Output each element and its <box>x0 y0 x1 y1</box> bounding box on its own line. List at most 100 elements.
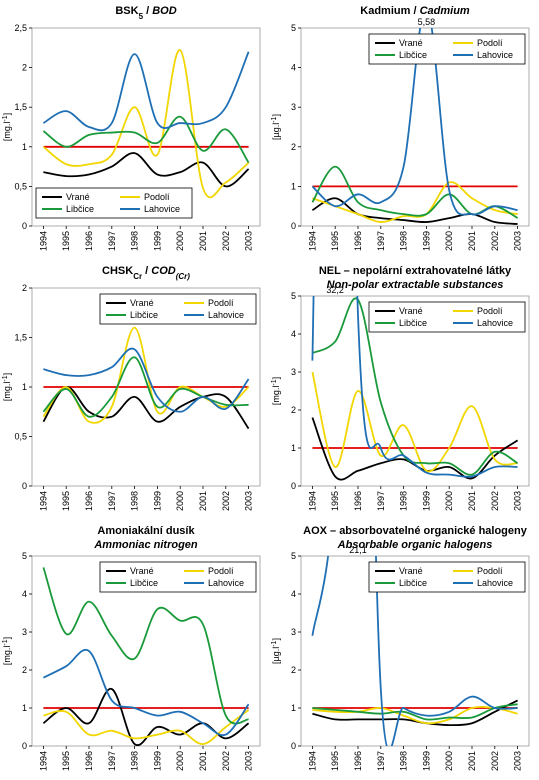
chart-title: CHSKCr / COD(Cr) <box>102 265 190 281</box>
chart-title: BSK5 / BOD <box>115 5 176 21</box>
x-tick-label: 1995 <box>330 231 340 251</box>
series-line <box>42 51 250 132</box>
y-tick-label: 0 <box>291 481 296 491</box>
y-tick-label: 2 <box>291 142 296 152</box>
y-tick-label: 0,5 <box>14 181 27 191</box>
x-tick-label: 2000 <box>444 491 454 511</box>
legend-label: Libčice <box>399 50 427 60</box>
y-axis-label: [µg.l-1] <box>271 114 282 140</box>
legend-box <box>35 187 193 219</box>
x-tick-label: 2002 <box>490 231 500 251</box>
y-tick-label: 1 <box>291 443 296 453</box>
series-line <box>311 371 518 473</box>
y-tick-label: 3 <box>22 627 27 637</box>
text-span: / <box>143 5 152 17</box>
y-tick-label: 1,5 <box>14 333 27 343</box>
text-span: -1 <box>2 639 9 645</box>
chart-title: Amoniakální dusík <box>97 525 195 537</box>
x-tick-label: 1994 <box>38 491 48 511</box>
x-tick-label: 1998 <box>130 231 140 251</box>
legend-label: Vrané <box>399 306 423 316</box>
series-line <box>311 297 519 476</box>
x-tick-label: 2000 <box>175 231 185 251</box>
x-tick-label: 1999 <box>152 751 162 771</box>
x-tick-label: 2003 <box>513 231 523 251</box>
x-tick-label: 1998 <box>399 231 409 251</box>
x-tick-label: 1999 <box>152 231 162 251</box>
y-tick-label: 2,5 <box>14 23 27 33</box>
x-tick-label: 2003 <box>244 231 254 251</box>
y-tick-label: 1 <box>22 382 27 392</box>
legend-label: Lahovice <box>477 578 513 588</box>
chart-title: Kadmium / Cadmium <box>360 5 470 17</box>
y-tick-label: 3 <box>291 627 296 637</box>
text-span: -1 <box>2 375 9 381</box>
legend-label: Libčice <box>399 318 427 328</box>
text-span: [µg.l <box>271 647 281 664</box>
text-span: Cr <box>133 272 142 281</box>
series-line <box>43 152 250 188</box>
text-span: / <box>142 265 151 277</box>
x-tick-label: 1994 <box>38 231 48 251</box>
x-tick-label: 1996 <box>353 231 363 251</box>
text-span: -1 <box>271 640 278 646</box>
y-tick-label: 5 <box>291 291 296 301</box>
series-line <box>42 648 250 737</box>
legend-label: Lahovice <box>208 310 244 320</box>
y-tick-label: 2 <box>291 665 296 675</box>
text-span: -1 <box>2 115 9 121</box>
x-tick-label: 1996 <box>84 491 94 511</box>
y-tick-label: 3 <box>291 367 296 377</box>
x-tick-label: 1997 <box>376 491 386 511</box>
text-span: [mg.l <box>2 382 12 402</box>
legend-label: Vrané <box>130 566 154 576</box>
series-line <box>311 28 518 216</box>
x-tick-label: 1995 <box>61 231 71 251</box>
x-tick-label: 2000 <box>444 231 454 251</box>
series-line <box>311 556 518 746</box>
text-span: BSK <box>115 5 138 17</box>
x-tick-label: 1994 <box>307 491 317 511</box>
series-line <box>42 386 250 430</box>
y-tick-label: 5 <box>291 23 296 33</box>
legend-label: Vrané <box>130 298 154 308</box>
y-tick-label: 5 <box>291 551 296 561</box>
x-tick-label: 2001 <box>198 231 208 251</box>
y-tick-label: 2 <box>291 405 296 415</box>
x-tick-label: 2001 <box>467 231 477 251</box>
legend-label: Lahovice <box>144 204 180 214</box>
x-tick-label: 2003 <box>513 751 523 771</box>
x-tick-label: 2002 <box>490 491 500 511</box>
legend-label: Vrané <box>399 566 423 576</box>
series-line <box>312 703 518 721</box>
legend-label: Podolí <box>208 298 234 308</box>
x-tick-label: 1999 <box>421 231 431 251</box>
y-tick-label: 0 <box>22 221 27 231</box>
x-tick-label: 2003 <box>513 491 523 511</box>
y-tick-label: 1 <box>291 181 296 191</box>
text-span: AOX – absorbovatelné organické halogeny <box>303 525 528 537</box>
text-span: [µg.l <box>271 123 281 140</box>
legend-label: Libčice <box>66 204 94 214</box>
legend-label: Podolí <box>477 38 503 48</box>
series-line <box>311 296 518 478</box>
y-tick-label: 0,5 <box>14 432 27 442</box>
text-span: Cadmium <box>420 5 470 17</box>
y-tick-label: 0 <box>291 221 296 231</box>
y-tick-label: 1,5 <box>14 102 27 112</box>
x-tick-label: 1995 <box>61 751 71 771</box>
legend-label: Vrané <box>399 38 423 48</box>
legend-label: Podolí <box>477 566 503 576</box>
legend-box <box>368 301 526 333</box>
x-tick-label: 2002 <box>221 751 231 771</box>
text-span: [mg.l <box>2 646 12 666</box>
value-label: 5,58 <box>418 17 436 27</box>
x-tick-label: 1995 <box>330 751 340 771</box>
y-tick-label: 1 <box>291 703 296 713</box>
x-tick-label: 1998 <box>399 751 409 771</box>
text-span: ] <box>271 638 281 641</box>
legend-label: Lahovice <box>208 578 244 588</box>
x-tick-label: 2000 <box>444 751 454 771</box>
x-tick-label: 1996 <box>353 751 363 771</box>
y-tick-label: 3 <box>291 102 296 112</box>
